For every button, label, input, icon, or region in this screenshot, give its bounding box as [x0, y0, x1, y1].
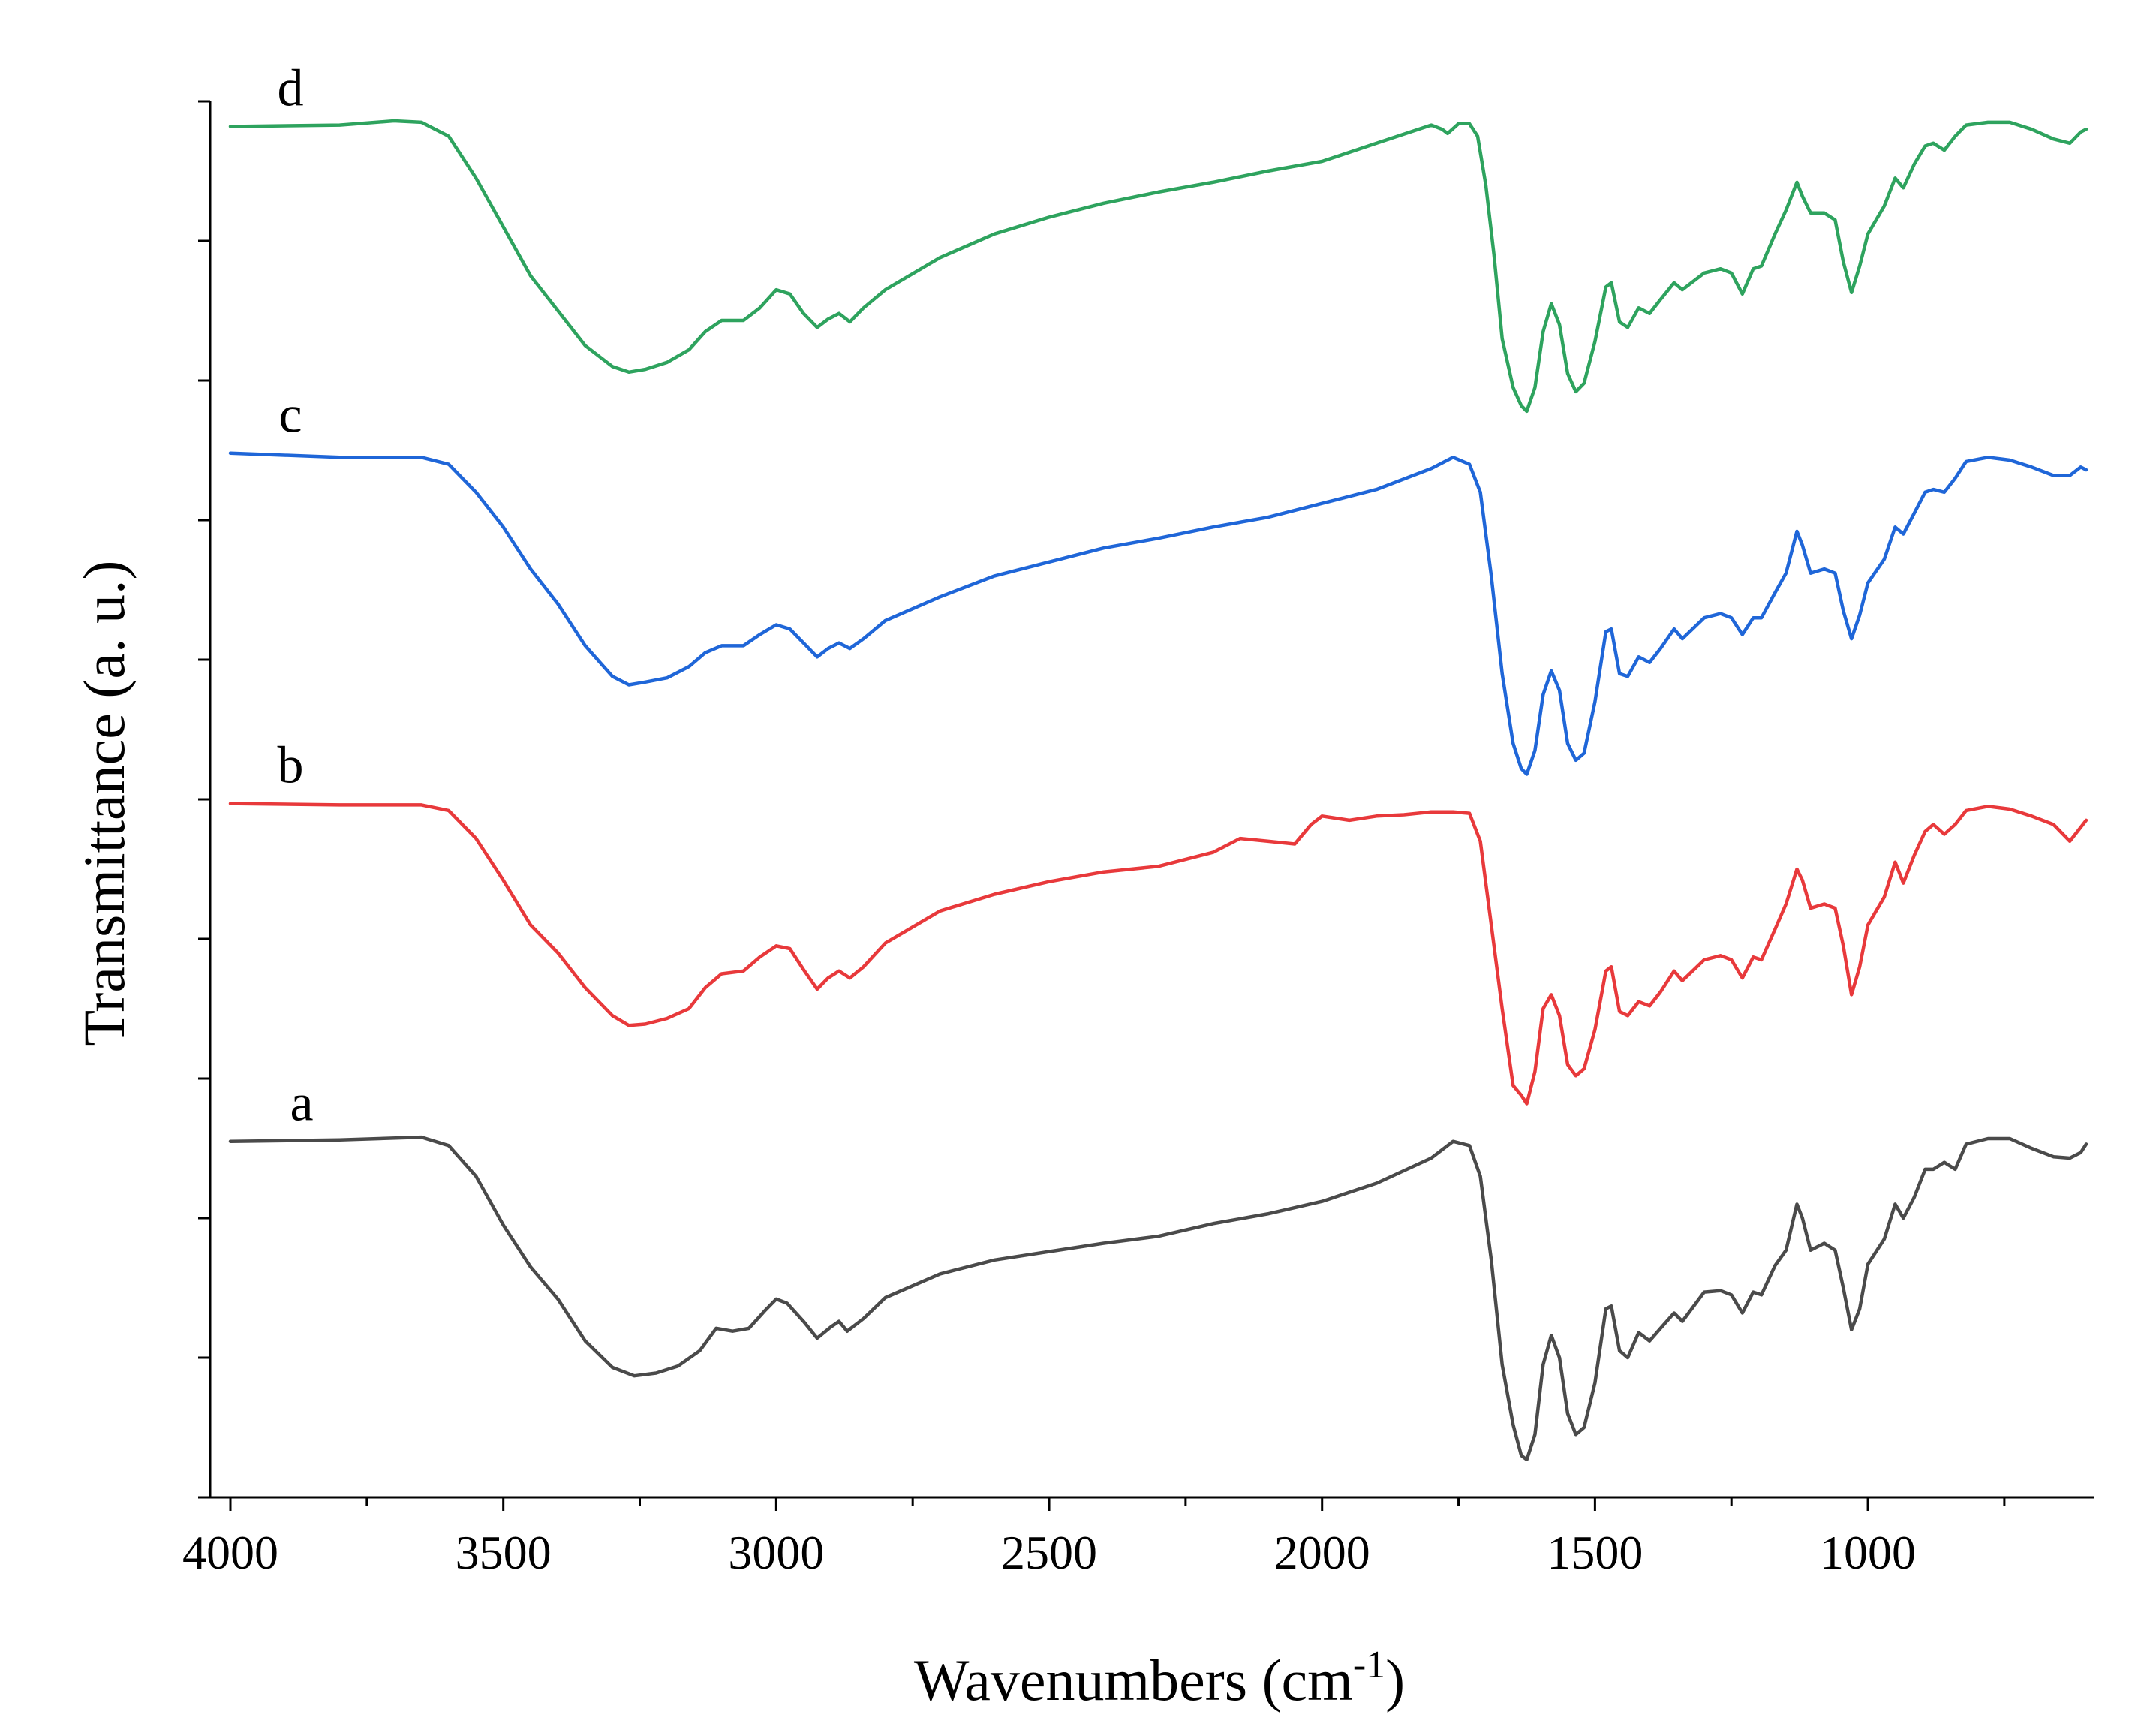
series-line-c [228, 451, 2088, 776]
series-line-b [228, 802, 2088, 1106]
x-axis-title: Wavenumbers (cm-1) [914, 1644, 1405, 1713]
series-label-a: a [290, 1075, 313, 1133]
series-group [228, 119, 2088, 1462]
x-tick-label: 1000 [1820, 1526, 1916, 1579]
x-axis-ticks [229, 1497, 2006, 1511]
x-axis-title-superscript: -1 [1353, 1644, 1385, 1686]
x-tick-label: 2500 [1001, 1526, 1097, 1579]
series-labels: a b c d [278, 59, 314, 1132]
x-axis-title-suffix: ) [1385, 1647, 1405, 1713]
x-tick-label: 3500 [456, 1526, 552, 1579]
y-axis-title: Transmittance (a. u.) [71, 561, 137, 1046]
series-label-d: d [278, 59, 304, 117]
x-tick-label: 4000 [182, 1526, 278, 1579]
x-axis-tick-labels: 4000 3500 3000 2500 2000 1500 1000 [182, 1526, 1916, 1579]
y-axis-ticks [198, 100, 210, 1499]
x-tick-label: 1500 [1547, 1526, 1643, 1579]
series-line-d [228, 119, 2088, 414]
x-tick-label: 3000 [728, 1526, 824, 1579]
plot-area: 4000 3500 3000 2500 2000 1500 1000 a b c d [182, 59, 2094, 1579]
x-axis-title-main: Wavenumbers (cm [914, 1647, 1353, 1713]
series-label-c: c [278, 387, 302, 444]
x-tick-label: 2000 [1274, 1526, 1370, 1579]
series-line-a [228, 1135, 2088, 1462]
series-label-b: b [278, 737, 304, 795]
